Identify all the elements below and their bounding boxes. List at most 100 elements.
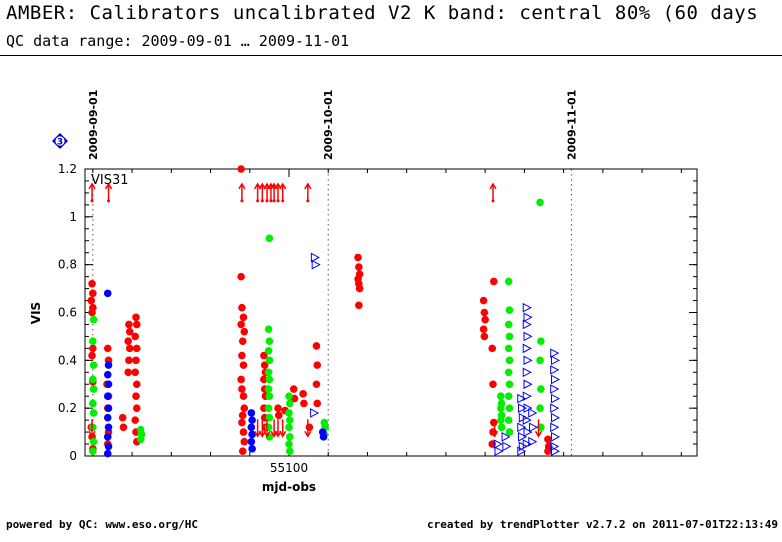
arrow-base — [240, 199, 244, 203]
date-marker-label: 2009-09-01 — [87, 90, 100, 160]
date-marker-label: 2009-11-01 — [565, 90, 578, 160]
data-point-triangle-blue — [523, 379, 533, 390]
arrow-head — [304, 430, 312, 438]
data-point-triangle-blue — [501, 432, 511, 442]
out-of-range-arrow-red — [238, 182, 246, 203]
data-point-green — [285, 433, 294, 441]
data-point-green — [264, 385, 273, 393]
out-of-range-arrow-red — [274, 419, 282, 438]
data-point-green — [536, 404, 544, 412]
arrow-head — [279, 182, 287, 190]
data-point-triangle-blue — [523, 331, 533, 342]
data-point-green — [504, 320, 513, 329]
data-point-red — [260, 351, 268, 360]
data-point-triangle-blue — [550, 374, 561, 385]
data-point-blue — [104, 380, 113, 389]
data-point-triangle-blue — [522, 391, 532, 402]
data-point-red — [238, 337, 247, 346]
data-point-green — [285, 416, 294, 424]
data-point-triangle-blue — [550, 348, 560, 358]
y-tick-label: 0.2 — [58, 401, 77, 415]
data-point-triangle-blue — [522, 367, 532, 378]
data-point-red — [132, 404, 141, 412]
panel-badge: 3 — [52, 133, 68, 149]
y-tick-label: 0.6 — [58, 306, 77, 320]
data-point-green — [265, 356, 274, 365]
data-point-triangle-blue — [528, 408, 538, 418]
data-point-green — [285, 440, 293, 448]
out-of-range-arrow-red — [489, 182, 497, 203]
data-point-triangle-blue — [517, 446, 527, 457]
data-point-red — [132, 344, 141, 353]
data-point-red — [125, 327, 134, 336]
data-point-blue — [103, 449, 112, 458]
data-point-triangle-blue — [493, 439, 503, 449]
x-tick-label: 55100 — [270, 461, 308, 475]
data-point-red — [239, 361, 248, 369]
data-point-triangle-blue — [522, 302, 532, 313]
data-point-triangle-blue — [550, 403, 560, 413]
data-point-green — [505, 306, 514, 314]
data-point-blue — [247, 437, 256, 446]
data-point-red — [131, 332, 140, 341]
data-point-triangle-blue — [550, 422, 560, 433]
data-points — [87, 165, 561, 458]
arrow-base — [90, 199, 94, 203]
plot-frame — [84, 168, 698, 457]
y-tick-label: 0 — [69, 449, 77, 463]
data-point-red — [132, 320, 141, 329]
data-point-red — [312, 342, 321, 350]
badge-number: 3 — [57, 138, 63, 148]
out-of-range-arrow-red — [253, 419, 262, 438]
data-point-red — [275, 411, 283, 420]
out-of-range-arrow-red — [258, 182, 266, 203]
data-point-blue — [247, 409, 256, 417]
data-point-red — [87, 296, 96, 305]
data-point-red — [299, 390, 307, 398]
out-of-range-arrow-red — [88, 182, 96, 203]
data-point-red — [239, 392, 248, 401]
data-point-green — [536, 198, 544, 207]
data-point-green — [497, 423, 506, 432]
data-point-green — [89, 447, 97, 456]
y-tick-label: 0.8 — [58, 258, 77, 272]
data-point-red — [125, 320, 133, 329]
data-point-green — [497, 392, 505, 401]
data-point-green — [89, 399, 97, 408]
out-of-range-arrow-red — [534, 419, 543, 438]
data-point-triangle-blue — [529, 422, 539, 433]
data-point-red — [300, 399, 308, 408]
arrow-head — [490, 430, 499, 438]
data-point-green — [264, 368, 273, 377]
data-point-green — [505, 380, 514, 389]
data-point-red — [480, 332, 489, 341]
data-point-red — [103, 344, 112, 353]
out-of-range-arrow-red — [490, 419, 499, 438]
data-point-red — [238, 385, 246, 393]
arrow-base — [276, 199, 280, 203]
arrow-base — [269, 199, 273, 203]
data-point-blue — [103, 413, 112, 422]
data-point-red — [479, 296, 488, 305]
arrow-head — [279, 430, 287, 438]
title-divider — [0, 55, 782, 56]
data-point-blue — [104, 361, 113, 369]
out-of-range-arrow-red — [279, 419, 287, 438]
y-tick-label: 1 — [69, 210, 77, 224]
data-point-green — [89, 315, 98, 324]
data-point-red — [238, 351, 246, 360]
data-point-blue — [103, 392, 112, 401]
data-point-red — [260, 361, 269, 369]
data-point-red — [355, 301, 363, 310]
data-point-blue — [103, 289, 112, 298]
data-point-triangle-blue — [517, 393, 527, 404]
plot-border — [84, 168, 698, 457]
footer-created-by: created by trendPlotter v2.7.2 on 2011-0… — [427, 518, 778, 531]
footer-powered-by: powered by QC: www.eso.org/HC — [6, 518, 199, 531]
data-point-red — [240, 327, 249, 336]
arrow-base — [491, 199, 495, 203]
data-point-triangle-blue — [550, 393, 561, 404]
data-point-green — [89, 423, 97, 432]
y-tick-label: 0.4 — [58, 353, 77, 367]
data-point-red — [237, 375, 245, 384]
